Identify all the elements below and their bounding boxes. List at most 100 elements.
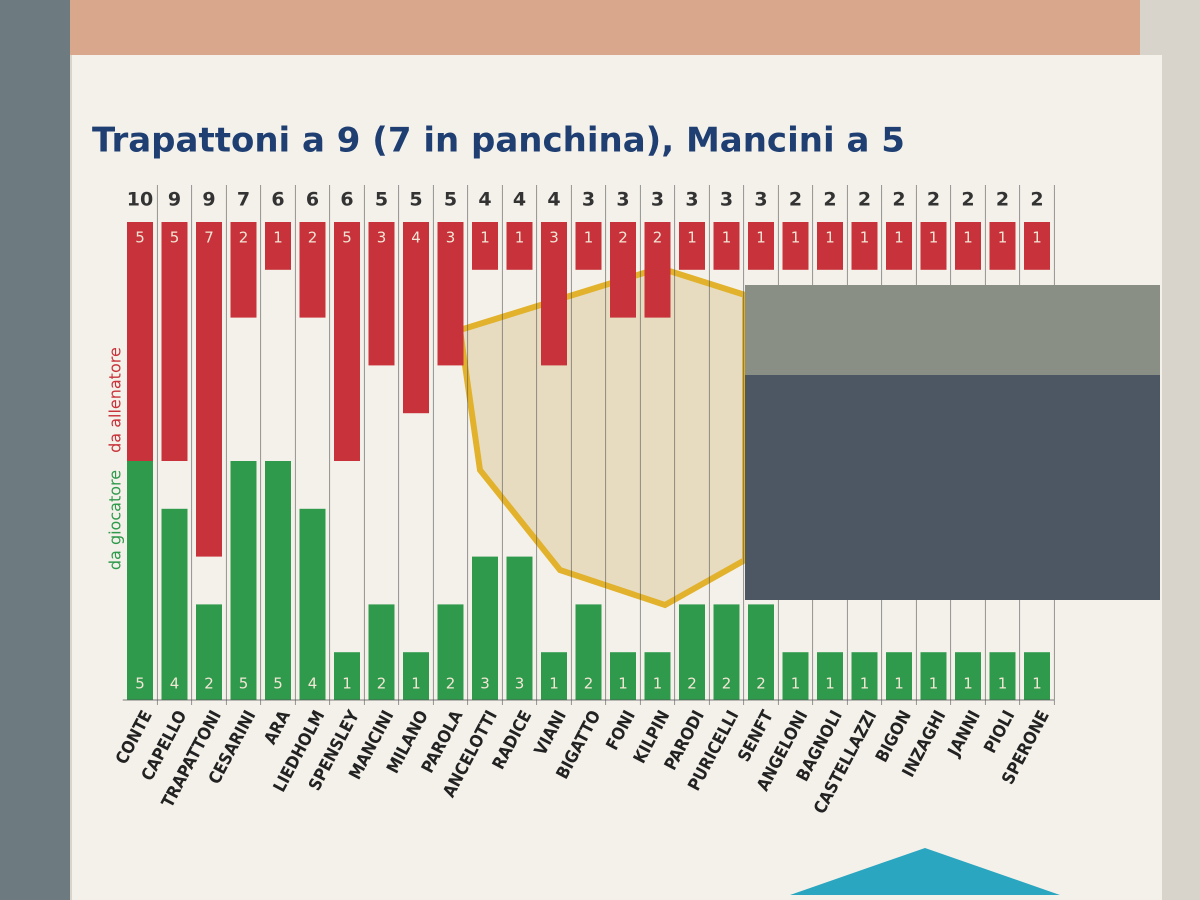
coach-bar: [575, 222, 602, 270]
coach-value-label: 1: [515, 229, 525, 247]
coach-bar: [748, 222, 774, 270]
total-label: 2: [961, 189, 974, 211]
legend-label: da giocatore: [106, 470, 125, 570]
player-bar: [265, 461, 291, 700]
total-label: 5: [375, 189, 388, 211]
coach-bar: [161, 222, 188, 461]
coach-bar: [403, 222, 429, 414]
player-value-label: 5: [135, 675, 145, 693]
coach-value-label: 2: [653, 229, 663, 247]
coach-bar: [368, 222, 395, 366]
coach-bar: [265, 222, 291, 270]
coach-bar: [851, 222, 878, 270]
legend-label: da allenatore: [106, 347, 125, 453]
coach-value-label: 1: [825, 229, 835, 247]
total-label: 3: [616, 189, 629, 211]
player-bar: [161, 508, 188, 700]
coach-bar: [886, 222, 912, 270]
total-label: 2: [823, 189, 836, 211]
player-bar: [437, 604, 464, 700]
player-bar: [541, 652, 567, 700]
player-bar: [575, 604, 602, 700]
coach-bar: [644, 222, 671, 318]
coach-value-label: 1: [894, 229, 904, 247]
player-bar: [610, 652, 636, 700]
player-bar: [368, 604, 395, 700]
total-label: 3: [754, 189, 767, 211]
coach-value-label: 1: [929, 229, 939, 247]
total-label: 6: [306, 189, 319, 211]
player-value-label: 1: [894, 675, 904, 693]
player-value-label: 2: [687, 675, 697, 693]
coach-value-label: 3: [446, 229, 456, 247]
player-bar: [713, 604, 740, 700]
player-bar: [817, 652, 843, 700]
total-label: 2: [892, 189, 905, 211]
coach-bar: [920, 222, 947, 270]
coach-bar: [506, 222, 533, 270]
player-value-label: 2: [584, 675, 594, 693]
player-bar: [403, 652, 429, 700]
decoration: [790, 848, 1060, 895]
coach-value-label: 2: [618, 229, 628, 247]
total-label: 10: [127, 189, 153, 211]
player-value-label: 1: [411, 675, 421, 693]
player-value-label: 2: [446, 675, 456, 693]
coach-value-label: 1: [791, 229, 801, 247]
player-value-label: 2: [204, 675, 214, 693]
coach-value-label: 2: [308, 229, 318, 247]
left-page: [0, 0, 70, 900]
total-label: 4: [478, 189, 491, 211]
coach-bar: [713, 222, 740, 270]
coach-bar: [127, 222, 153, 461]
player-bar: [506, 556, 533, 700]
player-value-label: 1: [342, 675, 352, 693]
player-value-label: 4: [170, 675, 180, 693]
total-label: 3: [651, 189, 664, 211]
photo-crowd: [745, 285, 1160, 375]
total-label: 5: [409, 189, 422, 211]
player-value-label: 1: [929, 675, 939, 693]
player-bar: [230, 461, 257, 700]
player-value-label: 4: [308, 675, 318, 693]
coach-value-label: 1: [756, 229, 766, 247]
total-label: 9: [168, 189, 181, 211]
player-bar: [644, 652, 671, 700]
total-label: 6: [271, 189, 284, 211]
coach-bar: [299, 222, 326, 318]
player-bar: [679, 604, 705, 700]
player-value-label: 3: [515, 675, 525, 693]
player-bar: [782, 652, 809, 700]
player-value-label: 5: [273, 675, 283, 693]
player-bar: [989, 652, 1016, 700]
player-value-label: 1: [1032, 675, 1042, 693]
total-label: 5: [444, 189, 457, 211]
total-label: 3: [720, 189, 733, 211]
shield: [456, 264, 748, 609]
player-bar: [748, 604, 774, 700]
player-value-label: 5: [239, 675, 249, 693]
coach-bar: [955, 222, 981, 270]
player-bar: [1024, 652, 1050, 700]
coach-bar: [989, 222, 1016, 270]
player-value-label: 1: [860, 675, 870, 693]
player-bar: [955, 652, 981, 700]
total-label: 2: [1030, 189, 1043, 211]
chart-title: Trapattoni a 9 (7 in panchina), Mancini …: [92, 121, 905, 161]
total-label: 3: [685, 189, 698, 211]
coach-bar: [334, 222, 360, 461]
total-label: 2: [789, 189, 802, 211]
coach-value-label: 3: [549, 229, 559, 247]
player-value-label: 1: [791, 675, 801, 693]
player-bar: [196, 604, 222, 700]
player-value-label: 1: [653, 675, 663, 693]
coach-bar: [679, 222, 705, 270]
coach-bar: [230, 222, 257, 318]
total-label: 4: [547, 189, 560, 211]
player-value-label: 1: [963, 675, 973, 693]
player-value-label: 3: [480, 675, 490, 693]
total-label: 6: [340, 189, 353, 211]
coach-value-label: 1: [687, 229, 697, 247]
total-label: 2: [858, 189, 871, 211]
